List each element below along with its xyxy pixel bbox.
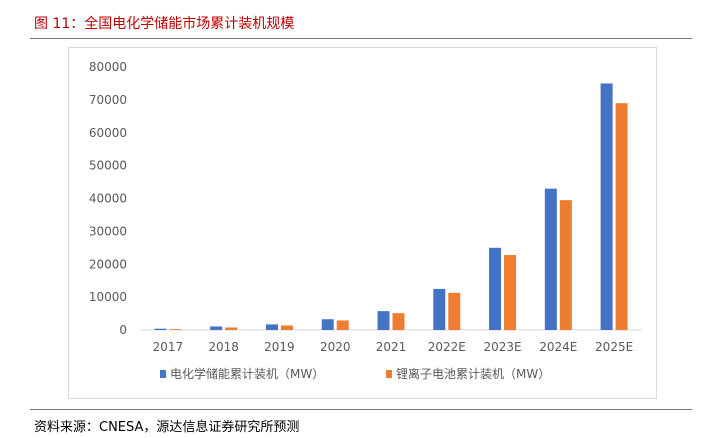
- legend-label-series-1: 电化学储能累计装机（MW）: [170, 366, 324, 381]
- legend-swatch-series-2: [386, 370, 392, 378]
- x-tick-label: 2025E: [595, 340, 633, 354]
- source-note: 资料来源：CNESA，源达信息证券研究所预测: [34, 420, 300, 435]
- bar-series-2-2025E: [615, 103, 628, 330]
- bar-series-2-2022E: [448, 292, 461, 330]
- bar-series-2-2020: [336, 320, 349, 330]
- bar-series-2-2018: [225, 327, 238, 330]
- legend-swatch-series-1: [160, 370, 166, 378]
- x-tick-label: 2024E: [539, 340, 577, 354]
- bar-series-1-2022E: [433, 288, 446, 330]
- bar-series-1-2019: [265, 324, 278, 330]
- x-tick-label: 2021: [376, 340, 407, 354]
- bar-series-2-2024E: [559, 200, 572, 330]
- bar-series-1-2017: [154, 328, 167, 330]
- y-tick-label: 10000: [89, 290, 127, 304]
- x-tick-label: 2020: [320, 340, 351, 354]
- y-tick-label: 80000: [89, 60, 127, 74]
- figure-title: 图 11：全国电化学储能市场累计装机规模: [34, 16, 295, 32]
- bar-series-1-2023E: [489, 247, 502, 330]
- y-tick-label: 70000: [89, 93, 127, 107]
- bar-series-2-2019: [280, 325, 293, 330]
- x-tick-label: 2023E: [483, 340, 521, 354]
- bar-series-1-2024E: [544, 188, 557, 330]
- bar-series-2-2023E: [504, 255, 517, 330]
- y-tick-label: 60000: [89, 126, 127, 140]
- x-tick-label: 2019: [264, 340, 295, 354]
- y-tick-label: 20000: [89, 257, 127, 271]
- legend-label-series-2: 锂离子电池累计装机（MW）: [396, 366, 550, 381]
- title-divider: [30, 38, 692, 39]
- bar-series-1-2025E: [600, 83, 613, 330]
- bar-series-2-2017: [169, 329, 182, 330]
- x-tick-label: 2022E: [428, 340, 466, 354]
- x-tick-label: 2018: [208, 340, 239, 354]
- source-divider: [30, 409, 692, 410]
- bar-series-2-2021: [392, 313, 405, 330]
- bar-series-1-2020: [321, 319, 334, 330]
- y-tick-label: 50000: [89, 159, 127, 173]
- y-tick-label: 0: [119, 323, 127, 337]
- bar-series-1-2018: [210, 326, 223, 330]
- bar-series-1-2021: [377, 311, 390, 330]
- chart-frame: [68, 47, 657, 399]
- x-tick-label: 2017: [153, 340, 184, 354]
- y-tick-label: 40000: [89, 192, 127, 206]
- y-tick-label: 30000: [89, 224, 127, 238]
